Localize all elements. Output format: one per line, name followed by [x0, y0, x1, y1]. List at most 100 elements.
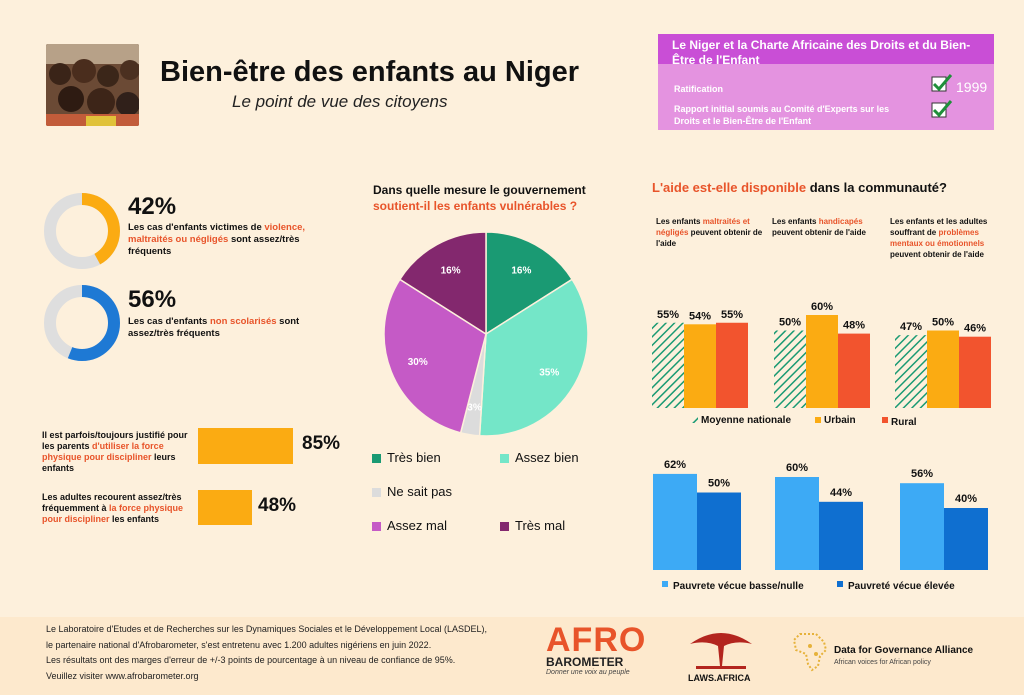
bar: [819, 501, 863, 570]
legend-swatch: [372, 454, 381, 464]
legend-label: Rural: [891, 417, 917, 428]
bar-value-label: 50%: [779, 317, 801, 329]
page-title: Bien-être des enfants au Niger: [160, 56, 579, 88]
bar: [716, 322, 748, 408]
pie-value-label: 16%: [441, 266, 461, 277]
legend-label: Ne sait pas: [387, 484, 453, 499]
bar: [774, 330, 806, 408]
legend-label: Assez mal: [387, 518, 447, 533]
bar: [684, 324, 716, 408]
pie-legend-item: Assez mal: [372, 518, 447, 533]
kpi-violence-pct: 42%: [128, 193, 177, 220]
bar-value-label: 50%: [932, 317, 954, 329]
donut-fill: [44, 285, 120, 361]
aid-group-label-abuse: Les enfants maltraités et négligés peuve…: [656, 217, 763, 248]
bar-value-label: 40%: [955, 493, 977, 505]
pie-slice: [398, 231, 487, 336]
children-photo: [46, 44, 139, 126]
pie-slice: [485, 231, 574, 336]
legend-label: Pauvrete vécue basse/nulle: [673, 581, 804, 592]
legend-swatch: [372, 488, 381, 498]
legend-swatch: [372, 522, 381, 532]
bar-value-label: 56%: [911, 468, 933, 480]
legend-swatch: [500, 522, 509, 532]
pie-question: Dans quelle mesure le gouvernement soutie…: [373, 183, 586, 213]
bar: [806, 315, 838, 408]
bar-value-label: 46%: [964, 323, 986, 335]
legend-label: Assez bien: [515, 450, 579, 465]
ratification-year: 1999: [956, 79, 988, 95]
check-icon: [931, 100, 953, 125]
pie-legend-item: Très mal: [500, 518, 565, 533]
poverty-bar-chart: 62% 50% 60% 44% 56% 40% Pauvrete vécue basse/n…: [640, 450, 1010, 615]
legend-label: Très bien: [387, 450, 441, 465]
discipline-justified-text: Il est parfois/toujours justifié pour le…: [42, 430, 188, 473]
legend-label: Très mal: [515, 518, 566, 533]
legend-swatch: [500, 454, 509, 464]
ratification-label: Ratification: [674, 84, 724, 94]
tree-icon: [686, 626, 756, 676]
page-subtitle: Le point de vue des citoyens: [232, 92, 448, 111]
legend-swatch: [882, 417, 888, 423]
pie-legend-item: Assez bien: [500, 450, 579, 465]
bar-value-label: 47%: [900, 321, 922, 333]
check-icon: [931, 74, 953, 99]
pie-slice: [383, 278, 487, 434]
bar-value-label: 55%: [657, 309, 679, 321]
kpi-violence-text: Les cas d'enfants victimes de violence, …: [128, 222, 306, 257]
pie-legend: Très bien Assez bien Ne sait pas Assez mal T…: [372, 450, 632, 550]
bar: [944, 508, 988, 570]
bar-value-label: 54%: [689, 310, 711, 322]
aid-group-label-disability: Les enfants handicapés peuvent obtenir d…: [772, 217, 866, 237]
discipline-justified-pct: 85%: [302, 433, 341, 454]
bar: [900, 483, 944, 570]
legend-label: Pauvreté vécue élevée: [848, 581, 955, 592]
discipline-frequent-pct: 48%: [258, 495, 297, 516]
legend-label: Moyenne nationale: [701, 415, 791, 426]
legend-swatch: [692, 417, 698, 423]
footer: [0, 617, 1024, 695]
pie-legend-item: Très bien: [372, 450, 441, 465]
pie-value-label: 16%: [511, 266, 531, 277]
pie-value-label: 35%: [539, 367, 559, 378]
charter-title: Le Niger et la Charte Africaine des Droi…: [672, 38, 971, 67]
pie-value-label: 30%: [408, 357, 428, 368]
bar-value-label: 60%: [786, 462, 808, 474]
pie-chart: 16% 35% 3% 30% 16%: [380, 228, 592, 445]
bar-value-label: 60%: [811, 301, 833, 313]
kpi-school-pct: 56%: [128, 286, 177, 313]
legend-swatch: [837, 581, 843, 587]
legend-swatch: [662, 581, 668, 587]
discipline-justified-bar: [198, 428, 294, 464]
pie-slice: [478, 278, 589, 437]
afrobarometer-logo: AFRO BAROMETER Donner une voix au peuple: [546, 621, 647, 676]
dga-subtitle: African voices for African policy: [834, 659, 931, 666]
pie-legend-item: Ne sait pas: [372, 484, 452, 499]
donut-fill: [44, 193, 120, 269]
bar: [927, 330, 959, 408]
bar-value-label: 50%: [708, 478, 730, 490]
legend-swatch: [815, 417, 821, 423]
kpi-school-text: Les cas d'enfants non scolarisés sont as…: [128, 316, 300, 339]
report-label: Rapport initial soumis au Comité d'Exper…: [674, 104, 890, 126]
aid-group-label-mental: Les enfants et les adultes souffrant de …: [890, 217, 988, 259]
bar-value-label: 48%: [843, 320, 865, 332]
aid-question: L'aide est-elle disponible dans la commu…: [652, 180, 947, 195]
bar: [775, 477, 819, 570]
footer-text: Le Laboratoire d'Etudes et de Recherches…: [46, 624, 487, 681]
bar: [959, 336, 991, 408]
bar: [838, 333, 870, 408]
legend-label: Urbain: [824, 415, 856, 426]
africa-map-icon: [792, 632, 828, 677]
laws-africa-logo: LAWS.AFRICA: [688, 673, 751, 683]
bar: [895, 335, 927, 408]
bar-value-label: 62%: [664, 459, 686, 471]
aid-bar-chart: 55% 54% 55% 50% 60% 48% 47% 50% 46% Moyenne natio…: [640, 280, 1010, 435]
bar-value-label: 55%: [721, 309, 743, 321]
bar: [653, 473, 697, 570]
discipline-frequent-bar: [198, 490, 252, 525]
pie-value-label: 3%: [467, 403, 482, 414]
donut-violence: [42, 191, 122, 276]
bar-value-label: 44%: [830, 487, 852, 499]
donut-school: [42, 283, 122, 368]
